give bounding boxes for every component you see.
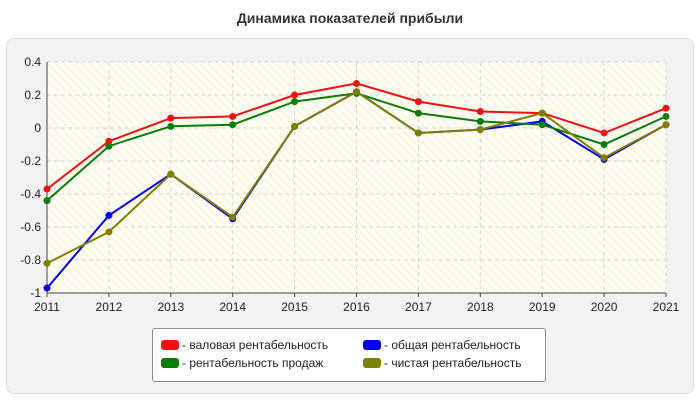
y-tick-label: 0 [34,121,41,135]
data-point [476,126,484,134]
x-tick-label: 2018 [467,300,494,314]
y-tick-label: -0.4 [20,187,41,201]
data-point [662,104,670,112]
y-tick-label: 0.4 [24,55,41,69]
data-point [414,129,422,137]
data-point [43,284,51,292]
legend-label-sales: - рентабельность продаж [182,356,324,370]
data-point [167,170,175,178]
chart-title: Динамика показателей прибыли [236,10,464,26]
data-point [600,129,608,137]
x-tick-label: 2017 [405,300,432,314]
data-point [105,228,113,236]
legend-label-gross: - валовая рентабельность [182,338,329,352]
series-4 [43,88,670,267]
tick-labels: -1 -0.8 -0.6 -0.4 -0.2 0 0.2 0.4 2011 2012 2013 201… [20,55,679,314]
x-tick-label: 2021 [653,300,680,314]
legend-label-total: - общая рентабельность [384,338,521,352]
data-point [414,109,422,117]
data-point [43,197,51,205]
x-tick-label: 2011 [34,300,60,314]
data-point [229,112,237,120]
x-tick-label: 2013 [157,300,184,314]
data-point [353,79,360,87]
data-point [291,122,299,130]
data-point [105,142,113,150]
data-point [538,121,546,129]
y-tick-label: -0.8 [20,253,41,267]
data-point [167,114,175,122]
data-point [538,109,546,117]
y-tick-label: -1 [30,286,41,300]
y-tick-label: 0.2 [24,88,41,102]
y-tick-label: -0.2 [20,154,41,168]
series-group [43,79,670,292]
data-point [43,185,51,193]
data-point [167,122,175,130]
legend-label-net: - чистая рентабельность [384,356,522,370]
legend-item-net: - чистая рентабельность [363,356,521,370]
data-point [105,211,113,219]
chart-legend: - валовая рентабельность - общая рентабе… [152,328,546,382]
x-tick-label: 2015 [281,300,308,314]
legend-item-gross: - валовая рентабельность [161,338,328,352]
legend-swatch-net [363,358,381,368]
legend-item-total: - общая рентабельность [363,338,521,352]
data-point [414,98,422,106]
y-tick-label: -0.6 [20,220,41,234]
data-point [600,154,608,162]
data-point [662,112,670,120]
data-point [43,259,51,267]
x-tick-label: 2019 [529,300,556,314]
data-point [662,121,670,129]
legend-swatch-total [363,340,381,350]
data-point [105,137,113,145]
data-point [476,108,484,115]
data-point [229,121,237,129]
data-point [476,117,484,125]
data-point [291,91,299,99]
x-tick-label: 2014 [219,300,246,314]
legend-swatch-sales [161,358,179,368]
data-point [600,141,608,148]
x-tick-label: 2020 [591,300,618,314]
x-tick-label: 2012 [96,300,123,314]
axes [46,62,667,297]
data-point [353,88,360,96]
legend-item-sales: - рентабельность продаж [161,356,323,370]
x-tick-label: 2016 [343,300,370,314]
data-point [229,213,237,221]
data-point [291,98,299,106]
legend-swatch-gross [161,340,179,350]
